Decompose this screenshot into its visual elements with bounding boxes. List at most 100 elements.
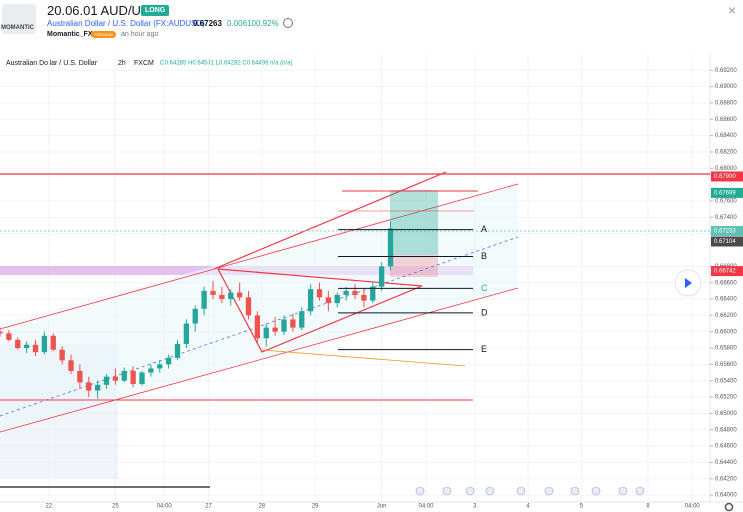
legend-symbol: Australian Dollar / U.S. Dollar [6, 60, 98, 67]
y-tick-label: 0.64800 [715, 427, 737, 433]
event-icon[interactable] [544, 486, 554, 496]
candle [174, 339, 181, 361]
event-icon[interactable] [485, 486, 495, 496]
price-label-box [711, 266, 743, 277]
price-label-box [711, 236, 743, 247]
legend-interval: 2h [118, 60, 126, 67]
candle [139, 370, 145, 386]
y-tick-label: 0.68000 [715, 166, 737, 172]
event-icon[interactable] [570, 486, 580, 496]
candle [201, 286, 207, 316]
candle [6, 330, 12, 342]
candle [236, 282, 243, 301]
candle [0, 327, 3, 337]
y-tick-label: 0.65600 [715, 362, 737, 368]
annotation-label: C [481, 283, 488, 293]
candle [210, 281, 216, 300]
y-tick-label: 0.64600 [715, 444, 737, 450]
candle [378, 262, 385, 291]
candle [228, 289, 234, 306]
y-tick-label: 0.66200 [715, 313, 737, 319]
candle [77, 364, 83, 389]
x-tick-label: 5 [580, 504, 584, 510]
candle-body [254, 315, 261, 339]
candle-body [343, 290, 349, 295]
event-icon[interactable] [591, 486, 601, 496]
candle-body [236, 292, 243, 298]
candle-body [245, 297, 252, 316]
candle-body [325, 297, 332, 304]
candle [325, 290, 332, 312]
x-tick-label: 04:00 [685, 504, 701, 510]
play-icon [685, 278, 692, 288]
event-icon[interactable] [465, 486, 475, 496]
grid [0, 54, 710, 502]
orange-line [261, 349, 466, 367]
y-tick-label: 0.66400 [715, 297, 737, 303]
event-icon[interactable] [442, 486, 452, 496]
candle-body [23, 344, 30, 349]
x-tick-label: 29 [312, 504, 319, 510]
price-label-box [711, 225, 743, 236]
legend-source: FXCM [134, 60, 154, 67]
event-icon[interactable] [516, 486, 526, 496]
candle [130, 366, 136, 388]
candle-body [183, 323, 190, 344]
candle-body [290, 319, 296, 328]
y-tick-label: 0.68600 [715, 117, 737, 123]
y-tick-label: 0.64200 [715, 476, 737, 482]
y-tick-label: 0.66000 [715, 329, 737, 335]
annotation-label: A [481, 224, 487, 234]
x-tick-label: 04:00 [418, 504, 434, 510]
alarm-icon[interactable] [283, 18, 293, 28]
candle-body [121, 370, 127, 381]
event-icon[interactable] [415, 486, 425, 496]
candle-body [0, 331, 3, 334]
x-tick-label: 8 [646, 504, 650, 510]
candle [41, 331, 48, 355]
x-tick-label: 3 [473, 504, 477, 510]
candle [94, 380, 101, 399]
event-icon[interactable] [618, 486, 628, 496]
candle-body [192, 308, 198, 324]
x-tick-label: 28 [258, 504, 265, 510]
y-tick-label: 0.64400 [715, 460, 737, 466]
candle-body [130, 370, 136, 384]
candle [103, 374, 110, 389]
candle [352, 284, 358, 300]
candle-body [50, 335, 56, 350]
candle-body [361, 294, 367, 301]
author[interactable]: Momantic_FX [47, 31, 93, 38]
candle-body [219, 294, 225, 300]
x-tick-label: 27 [205, 504, 212, 510]
candle-body [165, 357, 172, 365]
candle [290, 313, 296, 332]
candle [183, 319, 190, 349]
y-tick-label: 0.68400 [715, 133, 737, 139]
candle [334, 292, 340, 308]
candle [192, 305, 198, 332]
candle [32, 339, 39, 357]
premium-badge: PREMIUM [91, 31, 116, 38]
x-tick-label: Jun [377, 504, 387, 510]
settings-icon[interactable] [724, 502, 734, 512]
channel-top [0, 183, 519, 330]
close-button[interactable]: × [728, 2, 737, 18]
event-icon[interactable] [635, 486, 645, 496]
symbol-link[interactable]: Australian Dollar / U.S. Dollar (FX:AUDU… [47, 19, 205, 28]
time: an hour ago [121, 31, 159, 38]
candle [165, 354, 172, 369]
annotation-label: D [481, 307, 488, 317]
candle-body [272, 327, 278, 332]
y-tick-label: 0.64000 [715, 493, 737, 499]
y-tick-label: 0.65400 [715, 378, 737, 384]
candle [219, 286, 225, 304]
candle [68, 354, 74, 375]
candle [121, 367, 127, 383]
candle [361, 289, 367, 308]
y-tick-label: 0.67600 [715, 199, 737, 205]
candle [245, 290, 252, 320]
candle-body [387, 228, 394, 267]
candle-body [316, 289, 323, 298]
